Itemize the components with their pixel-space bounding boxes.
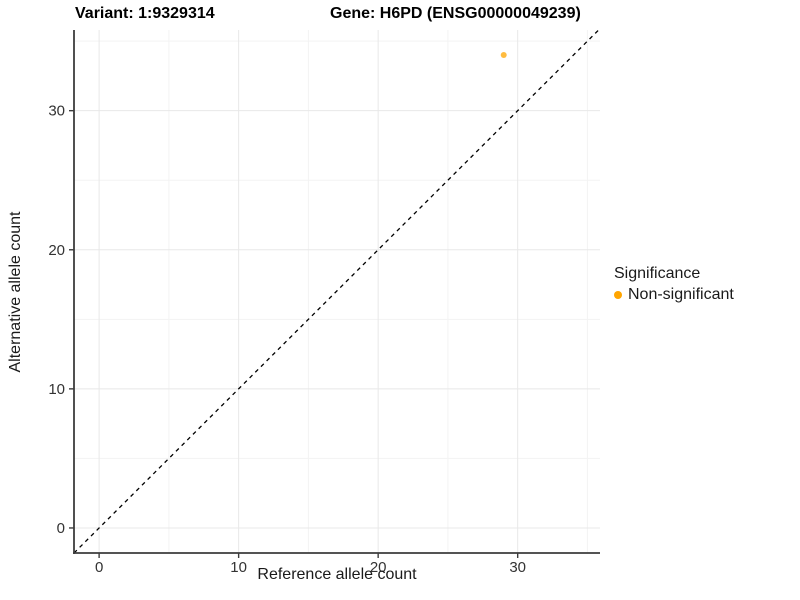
y-tick-label: 30: [48, 103, 65, 120]
data-point: [500, 52, 507, 59]
x-tick-label: 20: [370, 559, 387, 576]
legend-item-label: Non-significant: [628, 286, 734, 303]
y-tick-label: 20: [48, 242, 65, 259]
x-tick-label: 0: [95, 559, 103, 576]
x-tick-label: 10: [230, 559, 247, 576]
x-axis-label: Reference allele count: [257, 566, 417, 583]
identity-dashed-line: [73, 29, 600, 554]
y-tick-label: 10: [48, 381, 65, 398]
gene-title: Gene: H6PD (ENSG00000049239): [330, 5, 581, 22]
y-tick-label: 0: [57, 520, 65, 537]
legend: Significance Non-significant: [614, 264, 734, 304]
y-axis-label: Alternative allele count: [7, 211, 24, 373]
legend-point-icon: [614, 291, 622, 299]
variant-title: Variant: 1:9329314: [75, 5, 215, 22]
x-tick-label: 30: [509, 559, 526, 576]
legend-item: Non-significant: [614, 286, 734, 304]
legend-title: Significance: [614, 265, 701, 282]
